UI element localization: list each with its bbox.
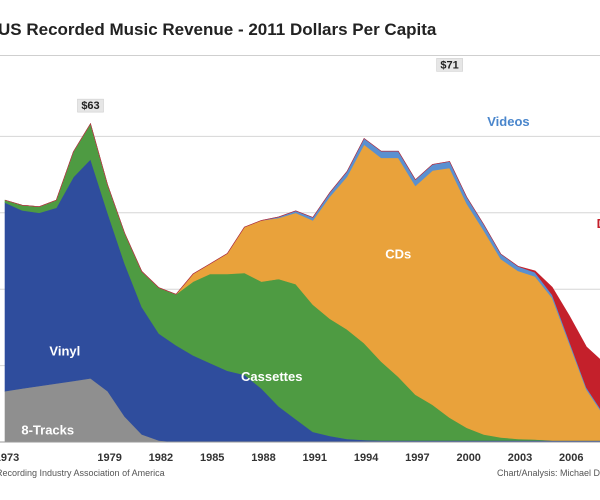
peak-label-box <box>77 98 104 113</box>
peak-label: $71 <box>440 59 458 71</box>
area-digital <box>4 122 600 409</box>
x-tick-label: 1973 <box>0 452 19 464</box>
x-tick-label: 1979 <box>97 452 121 464</box>
title-divider <box>0 55 600 56</box>
series-label-cds: CDs <box>385 247 411 262</box>
credit-note: Chart/Analysis: Michael D <box>496 468 600 478</box>
x-tick-label: 1991 <box>303 452 327 464</box>
series-label-digital: Digital <box>597 216 600 231</box>
x-tick-label: 1982 <box>149 452 173 464</box>
peak-label: $63 <box>81 100 99 112</box>
series-label-videos: Videos <box>487 114 529 129</box>
x-tick-label: 1994 <box>354 452 379 464</box>
x-tick-label: 1997 <box>405 452 429 464</box>
series-label-8-tracks: 8-Tracks <box>21 422 74 437</box>
x-tick-label: 1985 <box>200 452 224 464</box>
chart-title: US Recorded Music Revenue - 2011 Dollars… <box>0 20 437 39</box>
peak-label-box <box>436 58 463 72</box>
series-label-vinyl: Vinyl <box>49 343 80 358</box>
x-tick-label: 2003 <box>508 452 532 464</box>
x-tick-label: 1988 <box>251 452 275 464</box>
x-tick-label: 2006 <box>559 452 583 464</box>
x-tick-label: 2000 <box>456 452 480 464</box>
series-label-cassettes: Cassettes <box>241 369 302 384</box>
source-note: Recording Industry Association of Americ… <box>0 468 165 478</box>
